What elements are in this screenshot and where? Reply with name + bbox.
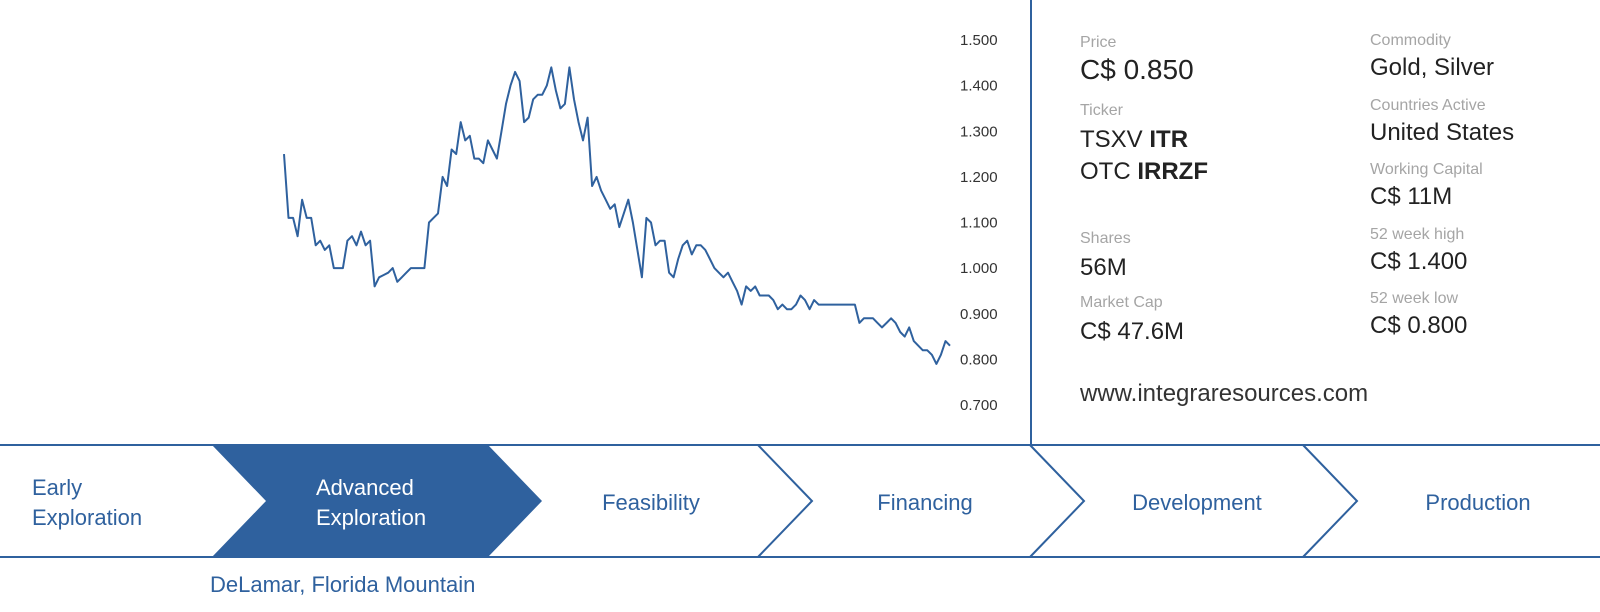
commodity-label: Commodity <box>1370 32 1451 49</box>
y-tick-label: 1.000 <box>960 260 998 277</box>
shares-label: Shares <box>1080 230 1131 247</box>
website-block: www.integraresources.com <box>1080 380 1368 408</box>
stage-feasibility[interactable]: Feasibility <box>602 490 700 515</box>
website-link[interactable]: www.integraresources.com <box>1080 380 1369 407</box>
y-tick-label: 0.800 <box>960 351 998 368</box>
stage-advanced-exploration-line-2[interactable]: Exploration <box>316 505 426 530</box>
market-cap-value: C$ 47.6M <box>1080 318 1185 345</box>
52-week-high-block: 52 week high C$ 1.400 <box>1370 226 1467 276</box>
y-tick-label: 1.400 <box>960 78 998 95</box>
ticker-label: Ticker <box>1080 102 1123 119</box>
stage-development[interactable]: Development <box>1132 490 1262 515</box>
price-block: Price C$ 0.850 <box>1080 34 1194 86</box>
stage-chevron-divider <box>1029 444 1086 558</box>
52-week-low-label: 52 week low <box>1370 290 1459 307</box>
commodity-block: Commodity Gold, Silver <box>1370 32 1494 82</box>
y-tick-label: 1.100 <box>960 215 998 232</box>
y-tick-label: 0.900 <box>960 306 998 323</box>
y-tick-label: 1.300 <box>960 123 998 140</box>
ticker-tsxv: TSXV ITR <box>1080 126 1208 154</box>
52-week-high-value: C$ 1.400 <box>1370 248 1468 275</box>
ticker-symbol: IRRZF <box>1137 158 1208 185</box>
countries-value: United States <box>1370 119 1515 146</box>
ticker-otc: OTC IRRZF <box>1080 158 1208 186</box>
working-capital-value: C$ 11M <box>1370 183 1453 210</box>
y-tick-label: 1.500 <box>960 32 998 49</box>
y-tick-label: 1.200 <box>960 169 998 186</box>
52-week-low-block: 52 week low C$ 0.800 <box>1370 290 1467 340</box>
stage-early-exploration-line-2[interactable]: Exploration <box>32 505 142 530</box>
ticker-symbol: ITR <box>1149 126 1189 153</box>
project-stage-track: Early Exploration Advanced Exploration F… <box>0 444 1600 558</box>
stage-production[interactable]: Production <box>1425 490 1530 515</box>
price-value: C$ 0.850 <box>1080 54 1194 85</box>
countries-label: Countries Active <box>1370 97 1486 114</box>
52-week-low-value: C$ 0.800 <box>1370 312 1468 339</box>
y-tick-label: 0.700 <box>960 397 998 414</box>
working-capital-label: Working Capital <box>1370 161 1483 178</box>
ticker-exchange: OTC <box>1080 158 1131 185</box>
working-capital-block: Working Capital C$ 11M <box>1370 161 1483 211</box>
shares-block: Shares 56M <box>1080 230 1131 282</box>
countries-block: Countries Active United States <box>1370 97 1514 147</box>
active-stage-highlight <box>212 445 542 557</box>
stock-price-chart: 1.500 1.400 1.300 1.200 1.100 1.000 0.900 0.800… <box>283 32 998 414</box>
market-cap-label: Market Cap <box>1080 294 1163 311</box>
market-cap-block: Market Cap C$ 47.6M <box>1080 294 1184 346</box>
stage-chevron-divider <box>757 444 814 558</box>
project-names: DeLamar, Florida Mountain <box>210 572 476 597</box>
commodity-value: Gold, Silver <box>1370 54 1495 81</box>
52-week-high-label: 52 week high <box>1370 226 1465 243</box>
price-label: Price <box>1080 34 1117 51</box>
ticker-block: Ticker TSXV ITR OTC IRRZF <box>1080 102 1208 186</box>
y-axis-ticks: 1.500 1.400 1.300 1.200 1.100 1.000 0.900 0.800… <box>960 32 998 414</box>
stage-early-exploration-line-1[interactable]: Early <box>32 475 82 500</box>
shares-value: 56M <box>1080 254 1127 281</box>
stage-chevron-divider <box>1302 444 1359 558</box>
ticker-exchange: TSXV <box>1080 126 1143 153</box>
vertical-divider <box>1030 0 1032 445</box>
stage-advanced-exploration-line-1[interactable]: Advanced <box>316 475 414 500</box>
stage-financing[interactable]: Financing <box>877 490 972 515</box>
price-series-line <box>283 66 951 365</box>
